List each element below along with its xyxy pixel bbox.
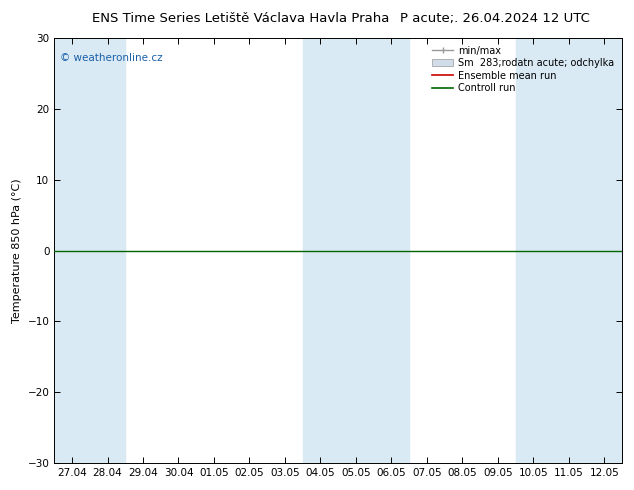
- Text: ENS Time Series Letiště Václava Havla Praha: ENS Time Series Letiště Václava Havla Pr…: [92, 12, 390, 25]
- Text: P acute;. 26.04.2024 12 UTC: P acute;. 26.04.2024 12 UTC: [399, 12, 590, 25]
- Bar: [515, 38, 622, 463]
- Bar: [55, 38, 126, 463]
- Text: © weatheronline.cz: © weatheronline.cz: [60, 53, 162, 63]
- Bar: [302, 38, 409, 463]
- Legend: min/max, Sm  283;rodatn acute; odchylka, Ensemble mean run, Controll run: min/max, Sm 283;rodatn acute; odchylka, …: [429, 43, 617, 96]
- Y-axis label: Temperature 850 hPa (°C): Temperature 850 hPa (°C): [12, 178, 22, 323]
